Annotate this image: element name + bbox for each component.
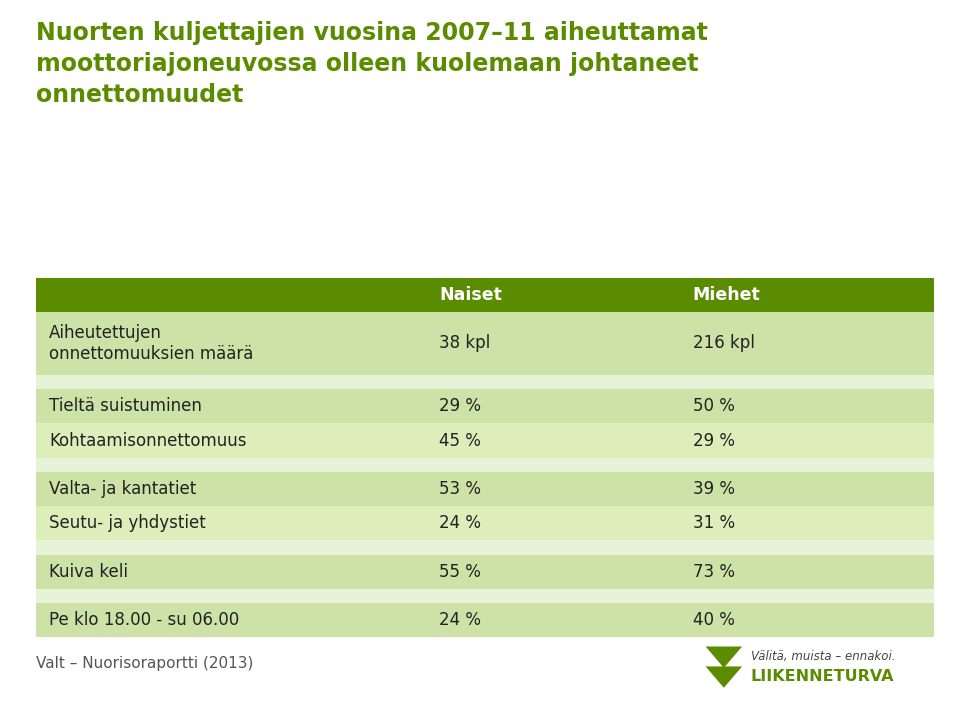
Text: Nuorten kuljettajien vuosina 2007–11 aiheuttamat
moottoriajoneuvossa olleen kuol: Nuorten kuljettajien vuosina 2007–11 aih…: [36, 21, 708, 107]
Text: 31 %: 31 %: [693, 514, 734, 532]
Text: 24 %: 24 %: [439, 514, 481, 532]
Text: LIIKENNETURVA: LIIKENNETURVA: [751, 669, 894, 684]
Text: Naiset: Naiset: [439, 286, 502, 304]
Text: Aiheutettujen
onnettomuuksien määrä: Aiheutettujen onnettomuuksien määrä: [49, 324, 253, 363]
Text: Valta- ja kantatiet: Valta- ja kantatiet: [49, 480, 196, 498]
Text: Pe klo 18.00 - su 06.00: Pe klo 18.00 - su 06.00: [49, 611, 239, 629]
Text: 38 kpl: 38 kpl: [439, 335, 491, 352]
Text: Miehet: Miehet: [693, 286, 760, 304]
Text: Kohtaamisonnettomuus: Kohtaamisonnettomuus: [49, 431, 247, 449]
Text: 39 %: 39 %: [693, 480, 734, 498]
Text: 55 %: 55 %: [439, 562, 481, 581]
Text: 29 %: 29 %: [693, 431, 734, 449]
Text: Välitä, muista – ennakoi.: Välitä, muista – ennakoi.: [751, 650, 896, 663]
Text: 29 %: 29 %: [439, 397, 481, 415]
Text: 73 %: 73 %: [693, 562, 734, 581]
Text: 50 %: 50 %: [693, 397, 734, 415]
Text: Tieltä suistuminen: Tieltä suistuminen: [49, 397, 202, 415]
Text: 24 %: 24 %: [439, 611, 481, 629]
Text: 45 %: 45 %: [439, 431, 481, 449]
Text: Kuiva keli: Kuiva keli: [49, 562, 128, 581]
Text: 40 %: 40 %: [693, 611, 734, 629]
Text: Valt – Nuorisoraportti (2013): Valt – Nuorisoraportti (2013): [36, 656, 253, 671]
Text: 53 %: 53 %: [439, 480, 481, 498]
Text: 216 kpl: 216 kpl: [693, 335, 755, 352]
Text: Seutu- ja yhdystiet: Seutu- ja yhdystiet: [49, 514, 205, 532]
